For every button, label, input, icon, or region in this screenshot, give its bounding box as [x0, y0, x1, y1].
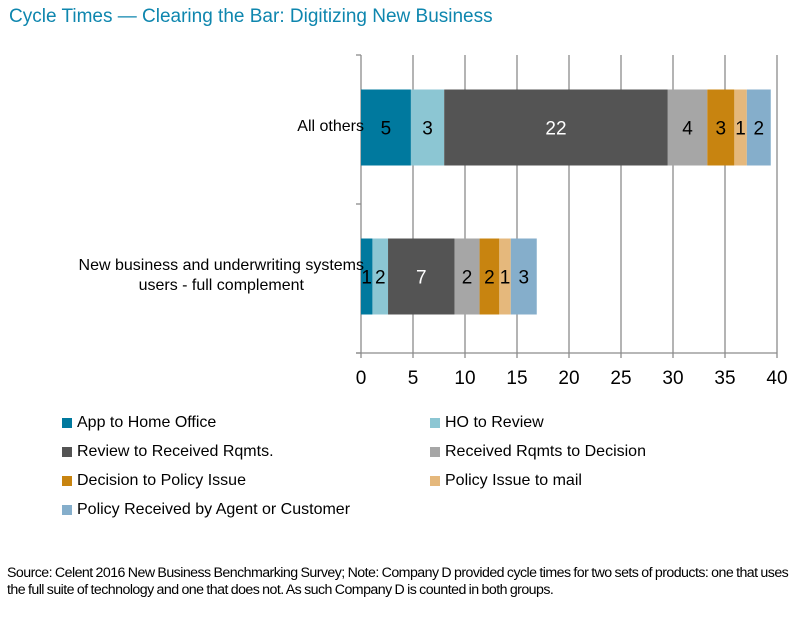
- legend-label: Review to Received Rqmts.: [77, 443, 274, 460]
- legend-swatch: [62, 505, 72, 515]
- legend-swatch: [430, 418, 440, 428]
- legend-label: HO to Review: [445, 414, 544, 431]
- x-tick-label: 0: [356, 368, 367, 389]
- bar-segment: [479, 238, 500, 315]
- stacked-bar-chart: 0 5 10 15 20 25 30 35 405 3 22 4 3 1 21 2 7 2 2 1 3: [356, 54, 788, 389]
- legend-label: Policy Received by Agent or Customer: [77, 501, 351, 518]
- legend-swatch: [62, 476, 72, 486]
- bar-segment: [361, 89, 411, 166]
- legend-swatch: [430, 447, 440, 457]
- data-label: 3: [518, 268, 529, 289]
- bar-segment: [499, 238, 511, 315]
- x-tick-label: 5: [408, 368, 419, 389]
- legend-label: App to Home Office: [77, 414, 217, 431]
- legend-item: Review to Received Rqmts.: [62, 443, 274, 461]
- x-tick-label: 10: [454, 368, 475, 389]
- legend-item: HO to Review: [430, 414, 544, 432]
- bar-segment: [361, 238, 373, 315]
- data-label: 7: [416, 268, 427, 289]
- category-label-line: All others: [297, 117, 364, 135]
- bar-segment: [510, 238, 537, 315]
- data-label: 3: [716, 119, 727, 140]
- x-tick-label: 30: [662, 368, 683, 389]
- bar-segment: [410, 89, 445, 166]
- bar-segment: [444, 89, 668, 166]
- legend-label: Decision to Policy Issue: [77, 472, 246, 489]
- legend-label: Policy Issue to mail: [445, 472, 582, 489]
- category-label: New business and underwriting systems use…: [79, 256, 364, 296]
- legend-label: Received Rqmts to Decision: [445, 443, 646, 460]
- category-label-line: users - full complement: [138, 276, 304, 294]
- bar-segment: [454, 238, 480, 315]
- data-label: 1: [500, 268, 511, 289]
- category-label: All others: [297, 117, 364, 137]
- bar-segment: [746, 89, 771, 166]
- data-label: 1: [735, 119, 746, 140]
- legend-swatch: [62, 418, 72, 428]
- data-label: 1: [361, 268, 372, 289]
- x-tick-label: 35: [714, 368, 735, 389]
- x-tick-label: 20: [558, 368, 579, 389]
- legend-item: Policy Issue to mail: [430, 472, 582, 490]
- data-label: 4: [682, 119, 693, 140]
- footnote: Source: Celent 2016 New Business Benchma…: [7, 565, 789, 598]
- legend-item: Policy Received by Agent or Customer: [62, 501, 350, 519]
- legend-swatch: [62, 447, 72, 457]
- legend-swatch: [430, 476, 440, 486]
- data-label: 5: [381, 119, 392, 140]
- bar-segment: [667, 89, 708, 166]
- x-tick-label: 40: [766, 368, 787, 389]
- chart-title: Cycle Times — Clearing the Bar: Digitizi…: [9, 6, 493, 27]
- legend-item: Received Rqmts to Decision: [430, 443, 646, 461]
- bar-segment: [388, 238, 455, 315]
- data-label: 22: [545, 119, 566, 140]
- data-label: 2: [375, 268, 386, 289]
- bar-segment: [734, 89, 747, 166]
- data-label: 3: [422, 119, 433, 140]
- category-label-line: New business and underwriting systems: [78, 256, 364, 274]
- legend-item: App to Home Office: [62, 414, 216, 432]
- x-tick-label: 25: [610, 368, 631, 389]
- legend-item: Decision to Policy Issue: [62, 472, 246, 490]
- bar-segment: [372, 238, 389, 315]
- data-label: 2: [754, 119, 765, 140]
- bar-segment: [707, 89, 735, 166]
- data-label: 2: [484, 268, 495, 289]
- data-label: 2: [462, 268, 473, 289]
- x-tick-label: 15: [506, 368, 527, 389]
